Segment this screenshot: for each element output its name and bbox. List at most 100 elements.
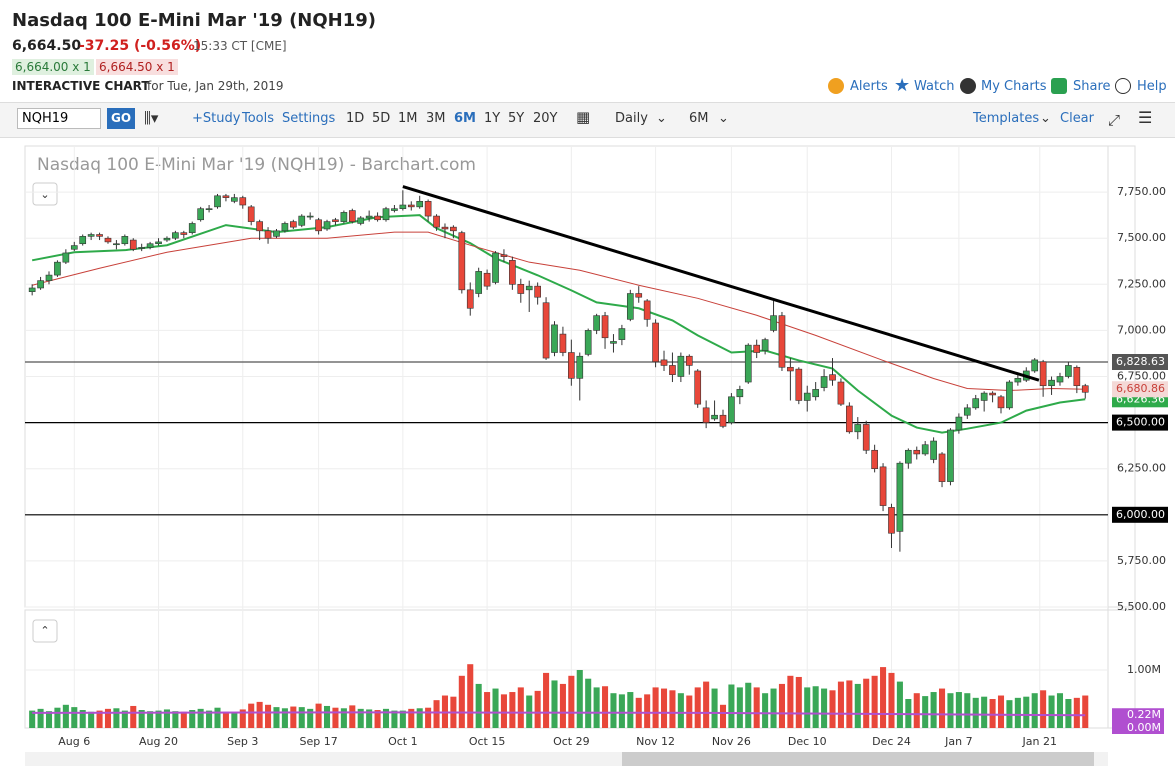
link[interactable]: Alerts <box>850 79 888 94</box>
volume-bar <box>762 693 769 728</box>
collapse-button[interactable] <box>32 619 58 643</box>
volume-bar <box>509 692 516 728</box>
candle-body <box>96 234 103 237</box>
interval-select[interactable]: Daily <box>615 111 648 126</box>
candle-body <box>795 368 803 401</box>
candle-body <box>289 221 297 228</box>
volume-bar <box>382 708 390 728</box>
symbol-input[interactable]: NQH19 <box>17 108 101 129</box>
link[interactable]: My Charts <box>981 79 1047 94</box>
candle-body <box>129 239 137 250</box>
candle-body <box>980 392 988 401</box>
candle-body <box>273 230 280 237</box>
volume-bar <box>854 683 861 728</box>
range-button[interactable]: 3M <box>426 111 446 126</box>
candle-body <box>475 271 483 294</box>
volume-bar <box>231 712 238 728</box>
volume-bar <box>315 703 322 728</box>
volume-bar <box>399 710 406 728</box>
volume-bar <box>795 676 802 728</box>
volume-bar <box>147 711 154 728</box>
menu-icon[interactable]: ☰ <box>1138 108 1153 127</box>
x-tick-label: Oct 1 <box>388 735 418 748</box>
volume-bar <box>79 710 86 728</box>
candle-body <box>214 195 221 208</box>
value-tag <box>1112 708 1164 722</box>
candle-body <box>677 355 685 377</box>
ask: 6,664.50 x 1 <box>96 59 178 75</box>
level-label: 6,000.00 <box>1116 508 1165 521</box>
calendar-icon[interactable]: ▦ <box>576 108 591 126</box>
dropdown-arrow[interactable]: ⌄ <box>718 111 729 126</box>
toolbar-button[interactable]: Tools <box>242 111 275 126</box>
volume-bar <box>366 709 373 728</box>
toolbar-button[interactable]: +Study <box>192 111 241 126</box>
dropdown-arrow[interactable]: ⌄ <box>656 111 667 126</box>
candle-body <box>298 215 306 226</box>
candle-body <box>416 201 424 208</box>
range-button[interactable]: 1M <box>398 111 418 126</box>
x-tick-label: Oct 15 <box>469 735 506 748</box>
volume-bar <box>610 693 617 728</box>
candle-body <box>483 272 491 287</box>
level-label: 6,828.63 <box>1116 355 1165 368</box>
volume-bar <box>880 667 887 728</box>
candle-body <box>921 444 929 455</box>
range-button[interactable]: 6M <box>454 111 476 126</box>
range-button[interactable]: 1Y <box>484 111 501 126</box>
candle-body <box>551 324 558 353</box>
range-button[interactable]: 5D <box>372 111 391 126</box>
collapse-button[interactable] <box>32 182 58 206</box>
volume-bar <box>222 711 229 728</box>
expand-icon[interactable]: ⤢ <box>1108 111 1121 129</box>
volume-bar <box>1065 699 1072 728</box>
link[interactable]: Help <box>1137 79 1167 94</box>
volume-bar <box>972 697 979 728</box>
volume-bar <box>517 687 524 728</box>
candle-body <box>778 315 786 368</box>
candle-body <box>466 289 474 309</box>
candle-body <box>854 424 862 433</box>
candle-body <box>888 507 895 534</box>
chart-type-icon[interactable]: ⫼▾ <box>144 109 159 127</box>
x-tick-label: Jan 21 <box>1022 735 1057 748</box>
y-tick-label: 7,250.00 <box>1117 277 1166 290</box>
y-tick-label: 1.00M <box>1127 663 1161 676</box>
candle-body <box>1014 378 1022 383</box>
templates-button[interactable]: Templates <box>973 111 1040 126</box>
x-tick-label: Sep 17 <box>299 735 337 748</box>
go-button[interactable]: GO <box>107 108 135 129</box>
volume-bar <box>821 688 828 728</box>
level-label: 6,500.00 <box>1116 416 1165 429</box>
range-button[interactable]: 5Y <box>508 111 525 126</box>
period-select[interactable]: 6M <box>689 111 709 126</box>
candle-body <box>930 440 937 460</box>
moving-average <box>31 214 1086 434</box>
candle-body <box>652 322 659 363</box>
volume-bar <box>728 684 735 728</box>
candle-body <box>407 204 415 208</box>
volume-bar <box>585 678 592 728</box>
scrollbar-thumb[interactable] <box>622 752 1094 766</box>
candle-body <box>239 197 247 206</box>
candle-body <box>989 392 996 396</box>
volume-bar <box>694 687 701 728</box>
charts-icon <box>960 78 976 94</box>
moving-average <box>32 231 1086 392</box>
link[interactable]: Share <box>1073 79 1111 94</box>
price-change: -37.25 (-0.56%) <box>79 38 202 54</box>
x-tick-label: Dec 10 <box>788 735 827 748</box>
toolbar-button[interactable]: Settings <box>282 111 336 126</box>
volume-bar <box>248 703 255 728</box>
clear-button[interactable]: Clear <box>1060 111 1094 126</box>
link[interactable]: Watch <box>914 79 955 94</box>
x-tick-label: Nov 26 <box>712 735 751 748</box>
volume-bar <box>1056 693 1064 728</box>
candle-body <box>601 315 609 339</box>
volume-bar <box>829 690 836 728</box>
range-button[interactable]: 20Y <box>533 111 558 126</box>
candle-body <box>736 389 744 398</box>
dropdown-arrow[interactable]: ⌄ <box>1040 111 1051 126</box>
range-button[interactable]: 1D <box>346 111 365 126</box>
y-tick-label: 5,750.00 <box>1117 554 1166 567</box>
